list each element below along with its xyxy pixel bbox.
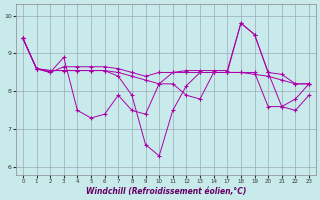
X-axis label: Windchill (Refroidissement éolien,°C): Windchill (Refroidissement éolien,°C) xyxy=(86,187,246,196)
